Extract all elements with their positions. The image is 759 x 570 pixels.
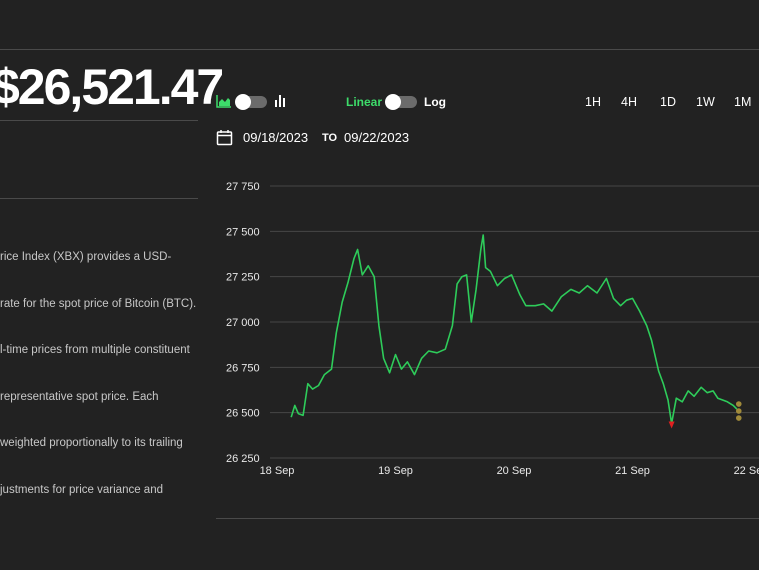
y-tick-label: 26 250 (226, 453, 260, 465)
range-1m-button[interactable]: 1M (734, 95, 752, 109)
chart-type-toggle[interactable] (235, 94, 267, 110)
last-point-marker (735, 408, 742, 414)
description-line: justments for price variance and (0, 483, 163, 496)
start-date-input[interactable]: 09/18/2023 (243, 130, 309, 145)
y-tick-label: 26 750 (226, 362, 260, 374)
scale-log-label[interactable]: Log (424, 95, 446, 109)
range-1h-button[interactable]: 1H (585, 95, 601, 109)
last-point-marker (735, 401, 742, 407)
description-line: l-time prices from multiple constituent (0, 344, 190, 356)
last-point-marker (735, 415, 742, 421)
scale-toggle[interactable] (385, 94, 417, 110)
toggle-knob (235, 94, 251, 110)
price-divider (0, 120, 198, 121)
date-range-separator: TO (322, 132, 338, 144)
scale-linear-label[interactable]: Linear (346, 95, 383, 109)
x-tick-label: 18 Sep (260, 465, 295, 477)
header-divider (0, 49, 759, 50)
x-tick-label: 22 Sep (734, 465, 759, 477)
toggle-knob (385, 94, 401, 110)
description-line: rice Index (XBX) provides a USD- (0, 251, 172, 263)
description-line: representative spot price. Each (0, 390, 159, 403)
x-tick-label: 19 Sep (378, 465, 413, 477)
y-tick-label: 27 500 (226, 226, 260, 238)
current-price: $26,521.47 (0, 59, 224, 115)
end-date-input[interactable]: 09/22/2023 (344, 130, 410, 145)
x-tick-label: 21 Sep (615, 465, 650, 477)
range-1d-button[interactable]: 1D (660, 95, 676, 109)
chart-bottom-divider (216, 518, 759, 519)
description-line: rate for the spot price of Bitcoin (BTC)… (0, 297, 197, 310)
price-line (290, 234, 738, 425)
y-tick-label: 26 500 (226, 408, 260, 420)
description-divider (0, 198, 198, 199)
index-description: rice Index (XBX) provides a USD- rate fo… (0, 219, 210, 514)
low-point-marker (668, 421, 675, 429)
bar-chart-icon[interactable] (274, 94, 286, 107)
area-chart-icon[interactable] (216, 94, 232, 108)
x-tick-label: 20 Sep (497, 465, 532, 477)
calendar-icon[interactable] (216, 129, 233, 146)
range-4h-button[interactable]: 4H (621, 95, 637, 109)
description-line: weighted proportionally to its trailing (0, 437, 183, 449)
y-tick-label: 27 000 (226, 317, 260, 329)
y-tick-label: 27 250 (226, 272, 260, 284)
range-1w-button[interactable]: 1W (696, 95, 715, 109)
y-tick-label: 27 750 (226, 181, 260, 193)
